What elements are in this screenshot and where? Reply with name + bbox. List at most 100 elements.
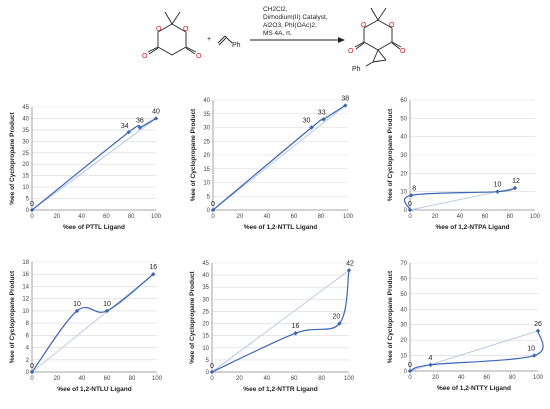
series-line: [403, 187, 516, 211]
carbonyl-oxygen-label: O: [400, 48, 406, 55]
data-label: 36: [136, 118, 144, 125]
y-axis-title: %ee of Cyclopropane Product: [190, 108, 197, 201]
x-tick-label: 40: [79, 376, 86, 382]
y-axis-title: %ee of Cyclopropane Product: [189, 270, 196, 363]
data-point: [29, 369, 35, 375]
y-tick-label: 20: [400, 171, 407, 177]
x-axis-title: %ee of 1,2-NTPA Ligand: [435, 224, 509, 231]
data-label: 8: [412, 185, 416, 192]
data-label: 0: [30, 363, 34, 370]
y-tick-label: 0: [404, 369, 408, 375]
data-label: 16: [292, 323, 300, 330]
data-label: 38: [341, 96, 349, 103]
x-tick-label: 60: [482, 214, 489, 220]
y-tick-label: 40: [203, 98, 210, 104]
x-tick-label: 0: [30, 376, 34, 382]
x-tick-label: 20: [236, 376, 243, 382]
reference-line: [31, 273, 154, 373]
y-tick-label: 60: [400, 98, 407, 104]
data-label: 0: [30, 201, 34, 208]
y-tick-label: 6: [26, 333, 30, 339]
x-tick-label: 100: [152, 376, 163, 382]
x-tick-label: 40: [264, 214, 271, 220]
x-tick-label: 100: [530, 214, 541, 220]
data-point: [153, 116, 159, 121]
y-tick-label: 0: [26, 370, 30, 376]
data-label: 0: [210, 363, 214, 370]
y-tick-label: 60: [400, 276, 407, 282]
cyclopropane-product-structure: [354, 7, 402, 67]
data-label: 10: [494, 182, 502, 189]
product-phenyl-label: Ph: [352, 66, 361, 73]
data-label: 0: [211, 201, 215, 208]
y-tick-label: 18: [22, 260, 29, 266]
x-axis-title: %ee of 1,2-NTTL Ligand: [244, 224, 318, 231]
x-tick-label: 40: [457, 214, 464, 220]
y-tick-label: 10: [202, 346, 209, 352]
y-tick-label: 25: [22, 151, 29, 157]
y-tick-label: 40: [22, 116, 29, 122]
y-tick-label: 14: [22, 284, 29, 290]
carbonyl-oxygen-label: O: [348, 48, 354, 55]
data-point: [321, 117, 326, 122]
x-axis-title: %ee of 1,2-NTTY Ligand: [437, 385, 511, 392]
y-tick-label: 30: [203, 126, 210, 132]
series-line: [409, 330, 544, 372]
series-line: [211, 270, 350, 373]
y-tick-label: 10: [400, 190, 407, 196]
data-label: 16: [149, 264, 157, 271]
y-tick-label: 30: [400, 323, 407, 329]
x-tick-label: 80: [507, 214, 514, 220]
ring-oxygen-label: O: [183, 26, 189, 33]
x-tick-label: 80: [318, 376, 325, 382]
data-point: [512, 185, 518, 191]
x-tick-label: 80: [318, 214, 325, 220]
y-tick-label: 16: [22, 272, 29, 278]
x-tick-label: 60: [103, 214, 110, 220]
x-tick-label: 80: [128, 214, 135, 220]
y-tick-label: 50: [400, 292, 407, 298]
y-tick-label: 40: [400, 307, 407, 313]
data-point: [293, 331, 298, 336]
y-tick-label: 8: [26, 321, 30, 327]
x-tick-label: 20: [432, 214, 439, 220]
y-tick-label: 0: [207, 208, 211, 214]
data-label: 10: [527, 346, 535, 353]
y-axis-title: %ee of Cyclopropane Product: [9, 111, 16, 204]
data-point: [209, 369, 215, 375]
series-line: [31, 273, 154, 373]
x-tick-label: 100: [344, 376, 355, 382]
y-tick-label: 20: [22, 162, 29, 168]
y-tick-label: 20: [202, 322, 209, 328]
x-tick-label: 0: [211, 214, 215, 220]
data-point: [428, 362, 433, 368]
data-point: [495, 189, 500, 194]
series-line: [31, 117, 157, 211]
y-tick-label: 40: [202, 273, 209, 279]
y-tick-label: 30: [202, 297, 209, 303]
y-tick-label: 0: [26, 208, 30, 214]
data-point: [531, 353, 537, 358]
data-label: 10: [103, 301, 111, 308]
y-tick-label: 50: [400, 116, 407, 122]
y-tick-label: 35: [202, 285, 209, 291]
x-tick-label: 60: [104, 376, 111, 382]
data-label: 0: [408, 201, 412, 208]
y-tick-label: 25: [202, 309, 209, 315]
data-label: 34: [121, 123, 129, 130]
y-tick-label: 30: [22, 139, 29, 145]
ring-oxygen-label: O: [156, 26, 162, 33]
x-tick-label: 60: [291, 214, 298, 220]
y-axis-title: %ee of Cyclopropane Product: [9, 270, 16, 363]
x-tick-label: 100: [343, 214, 354, 220]
meldrums-acid-structure: [147, 11, 197, 56]
y-tick-label: 10: [400, 354, 407, 360]
y-tick-label: 10: [203, 181, 210, 187]
y-axis-title: %ee of Cyclopropane Product: [387, 270, 394, 363]
condition-line: CH2Cl2,: [263, 6, 288, 13]
y-axis-title: %ee of Cyclopropane Product: [387, 108, 394, 201]
